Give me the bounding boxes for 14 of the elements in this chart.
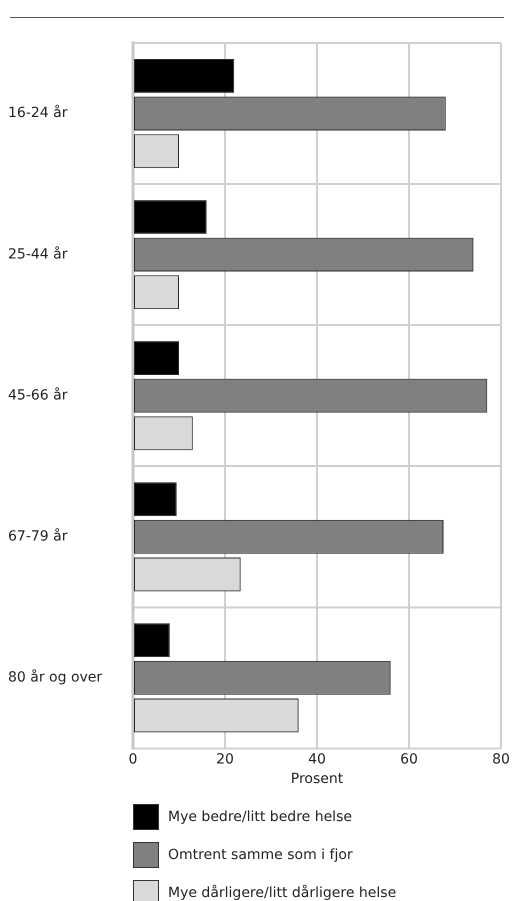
y-tick-label: 80 år og over: [8, 668, 102, 686]
x-tick-label: 40: [308, 751, 326, 768]
y-tick-label: 25-44 år: [8, 245, 68, 262]
x-axis-title: Prosent: [290, 771, 344, 788]
y-tick-label: 45-66 år: [8, 386, 68, 404]
legend-label: Mye bedre/litt bedre helse: [168, 809, 352, 825]
y-tick-label: 16-24 år: [8, 104, 68, 122]
x-tick-label: 60: [400, 751, 418, 768]
x-tick-label: 0: [128, 751, 138, 768]
legend-label: Mye dårligere/litt dårligere helse: [168, 885, 396, 901]
legend-label: Omtrent samme som i fjor: [168, 847, 353, 863]
x-tick-label: 20: [216, 751, 234, 768]
x-tick-label: 80: [492, 751, 510, 768]
y-tick-label: 67-79 år: [8, 527, 68, 544]
